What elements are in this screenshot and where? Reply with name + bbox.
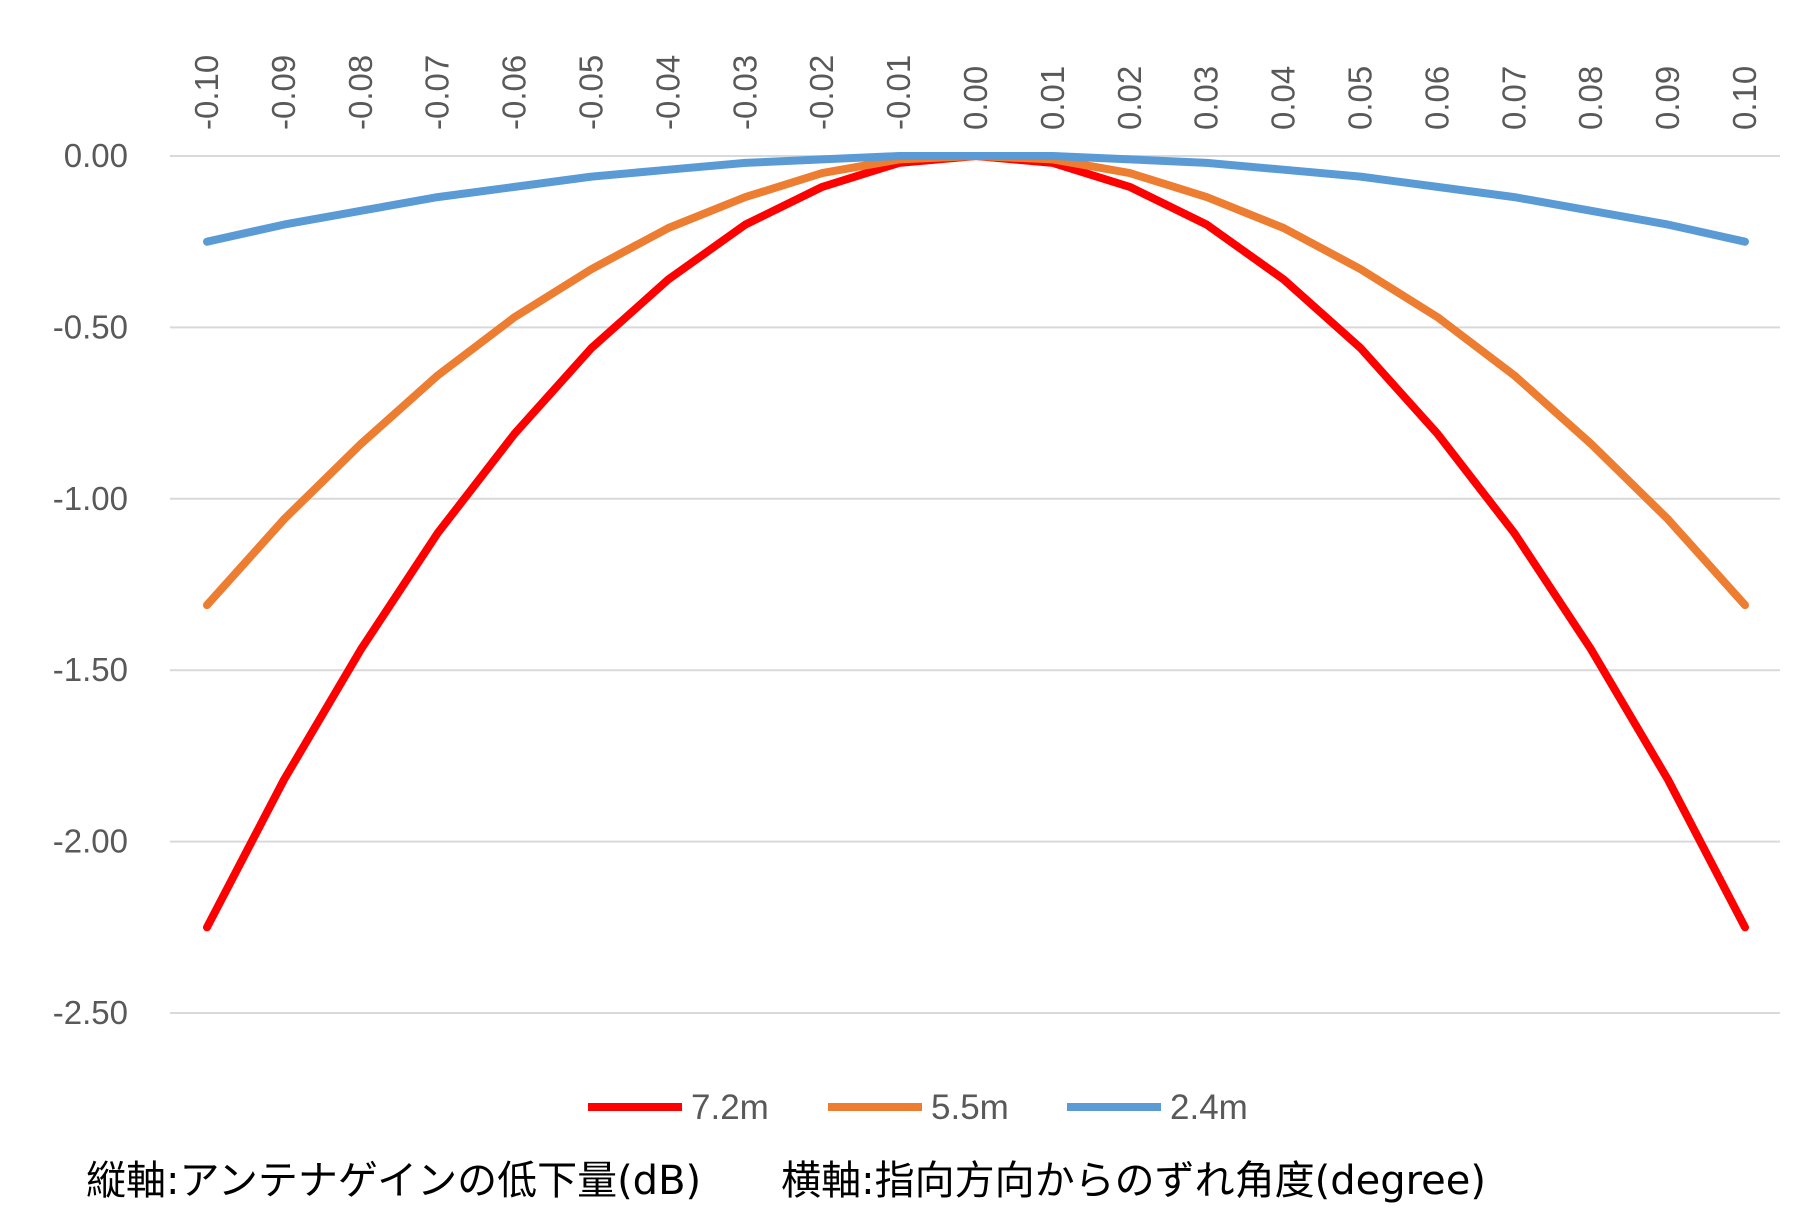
y-tick-label: -1.50: [53, 651, 128, 688]
x-tick-label: 0.04: [1265, 66, 1302, 130]
x-tick-label: 0.08: [1572, 66, 1609, 130]
series-line-7.2m: [203, 152, 1749, 932]
y-axis-tick-labels: 0.00 -0.50 -1.00 -1.50 -2.00 -2.50: [53, 137, 128, 1031]
y-tick-label: -2.00: [53, 823, 128, 860]
x-tick-label: 0.10: [1726, 66, 1763, 130]
x-tick-label: -0.01: [880, 55, 917, 130]
x-tick-label: 0.09: [1649, 66, 1686, 130]
y-tick-label: -2.50: [53, 994, 128, 1031]
x-tick-label: -0.08: [342, 55, 379, 130]
series-lines: [203, 152, 1749, 932]
x-tick-label: -0.04: [649, 55, 686, 130]
x-tick-label: 0.05: [1342, 66, 1379, 130]
x-tick-label: 0.03: [1188, 66, 1225, 130]
legend-label: 5.5m: [931, 1088, 1009, 1127]
legend-label: 2.4m: [1170, 1088, 1248, 1127]
x-axis-tick-labels: -0.10 -0.09 -0.08 -0.07 -0.06 -0.05 -0.04 -0.03…: [188, 55, 1763, 130]
legend: 7.2m 5.5m 2.4m: [588, 1088, 1248, 1127]
y-tick-label: -1.00: [53, 480, 128, 517]
x-tick-label: -0.10: [188, 55, 225, 130]
x-tick-label: -0.07: [419, 55, 456, 130]
series-line-2.4m: [203, 152, 1749, 246]
x-tick-label: 0.01: [1034, 66, 1071, 130]
y-tick-label: -0.50: [53, 308, 128, 345]
x-tick-label: 0.07: [1495, 66, 1532, 130]
x-tick-label: -0.03: [726, 55, 763, 130]
x-tick-label: -0.05: [573, 55, 610, 130]
x-tick-label: -0.06: [496, 55, 533, 130]
x-tick-label: -0.02: [803, 55, 840, 130]
grid-lines: [170, 155, 1780, 1014]
x-tick-label: -0.09: [265, 55, 302, 130]
chart-caption: 縦軸:アンテナゲインの低下量(dB) 横軸:指向方向からのずれ角度(degree…: [86, 1158, 1486, 1204]
x-tick-label: 0.00: [957, 66, 994, 130]
x-tick-label: 0.02: [1111, 66, 1148, 130]
y-tick-label: 0.00: [64, 137, 128, 174]
legend-label: 7.2m: [691, 1088, 769, 1127]
x-tick-label: 0.06: [1418, 66, 1455, 130]
